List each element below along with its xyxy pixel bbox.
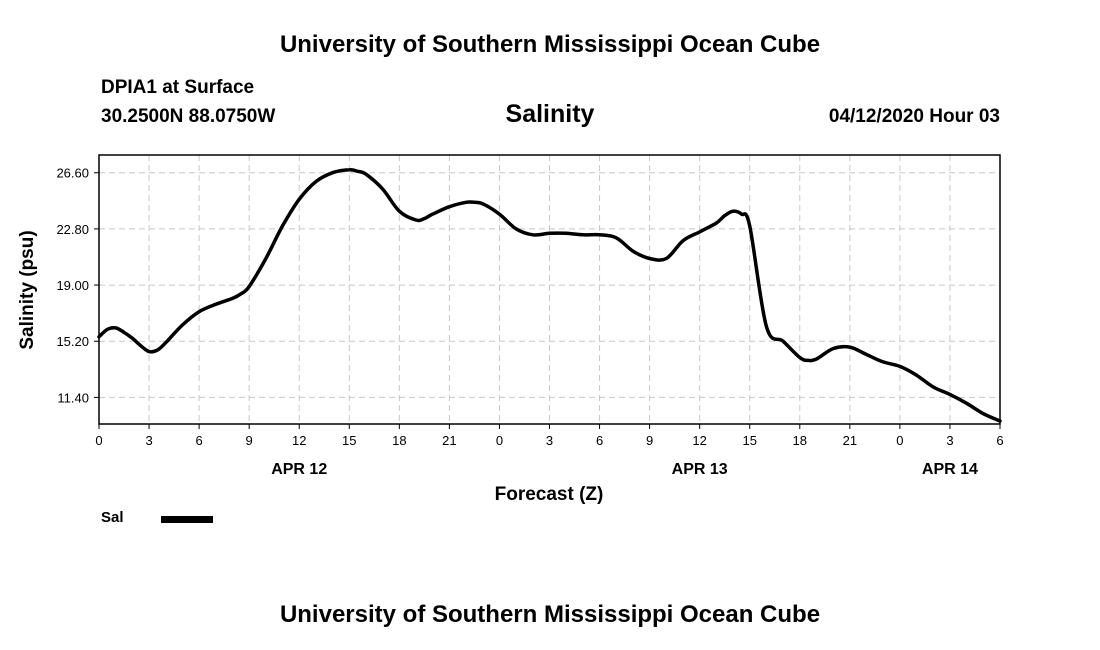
x-tick-label: 15 xyxy=(342,433,356,448)
y-tick-label: 15.20 xyxy=(56,334,89,349)
coordinates-label: 30.2500N 88.0750W xyxy=(101,106,276,127)
variable-title: Salinity xyxy=(505,100,595,128)
chart-title: University of Southern Mississippi Ocean… xyxy=(279,31,821,58)
x-tick-label: 18 xyxy=(793,433,807,448)
x-tick-label: 3 xyxy=(546,433,553,448)
x-tick-label: 21 xyxy=(442,433,456,448)
y-axis-label: Salinity (psu) xyxy=(17,230,38,349)
date-label: APR 13 xyxy=(672,461,728,478)
axis-ticks: 0 3 6 9 12 15 18 21 0 3 6 9 12 15 18 21 0 3 6 11.40 15.20 19.… xyxy=(56,166,1003,478)
legend-swatch xyxy=(161,516,213,523)
y-tick-label: 22.80 xyxy=(56,222,89,237)
x-tick-label: 15 xyxy=(742,433,756,448)
issue-time-label: 04/12/2020 Hour 03 xyxy=(828,106,1000,127)
x-tick-label: 3 xyxy=(946,433,953,448)
salinity-chart: 0 3 6 9 12 15 18 21 0 3 6 9 12 15 18 21 0 3 6 11.40 15.20 19.… xyxy=(17,154,1004,505)
x-tick-label: 3 xyxy=(145,433,152,448)
date-label: APR 12 xyxy=(271,461,327,478)
x-axis-label: Forecast (Z) xyxy=(495,484,604,505)
x-tick-label: 0 xyxy=(95,433,102,448)
y-tick-label: 11.40 xyxy=(57,390,89,405)
x-tick-label: 9 xyxy=(646,433,653,448)
legend-label: Sal xyxy=(101,509,124,526)
date-label: APR 14 xyxy=(922,461,978,478)
x-tick-label: 9 xyxy=(246,433,253,448)
x-tick-label: 6 xyxy=(195,433,202,448)
series-line-sal xyxy=(97,167,1002,423)
footer-title: University of Southern Mississippi Ocean… xyxy=(279,601,821,628)
x-tick-label: 18 xyxy=(392,433,406,448)
x-tick-label: 6 xyxy=(596,433,603,448)
station-label: DPIA1 at Surface xyxy=(101,77,255,98)
plot-frame xyxy=(98,154,1001,425)
y-tick-label: 26.60 xyxy=(56,166,89,181)
x-tick-label: 12 xyxy=(292,433,306,448)
x-tick-label: 12 xyxy=(692,433,706,448)
x-tick-label: 6 xyxy=(996,433,1003,448)
y-tick-label: 19.00 xyxy=(56,278,89,293)
x-tick-label: 0 xyxy=(896,433,903,448)
grid xyxy=(99,155,1000,424)
x-tick-label: 0 xyxy=(496,433,503,448)
x-tick-label: 21 xyxy=(843,433,857,448)
